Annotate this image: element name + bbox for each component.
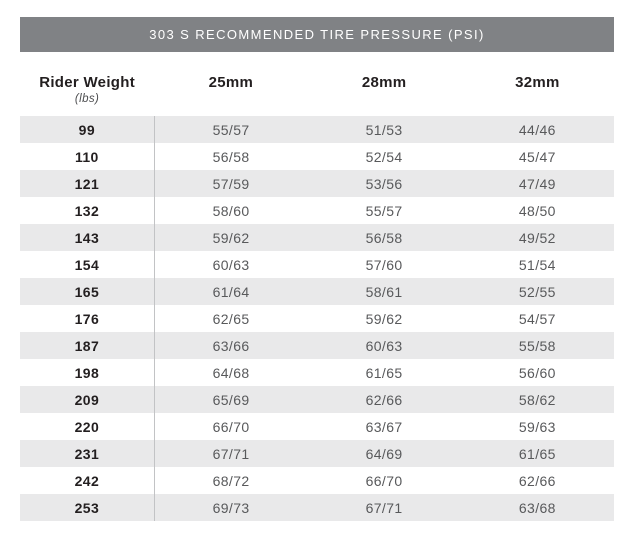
rider-weight-cell: 198 [20, 359, 155, 386]
pressure-cell: 51/53 [365, 121, 403, 138]
table-row: 110 56/58 52/54 45/47 [20, 143, 614, 170]
pressure-cell: 52/54 [365, 148, 403, 165]
table-row: 165 61/64 58/61 52/55 [20, 278, 614, 305]
table-row: 143 59/62 56/58 49/52 [20, 224, 614, 251]
pressure-cell: 67/71 [365, 499, 403, 516]
table-row: 99 55/57 51/53 44/46 [20, 116, 614, 143]
pressure-cell: 64/68 [212, 364, 250, 381]
pressure-cell: 55/57 [365, 202, 403, 219]
pressure-cell: 59/62 [212, 229, 250, 246]
pressure-cell: 69/73 [212, 499, 250, 516]
table-body: 99 55/57 51/53 44/46 110 56/58 52/54 45/47 121 57… [20, 116, 614, 521]
table-row: 231 67/71 64/69 61/65 [20, 440, 614, 467]
pressure-cell: 66/70 [365, 472, 403, 489]
rider-weight-unit: (lbs) [74, 93, 100, 105]
table-row: 253 69/73 67/71 63/68 [20, 494, 614, 521]
pressure-cell: 52/55 [518, 283, 556, 300]
rider-weight-cell: 99 [20, 116, 155, 143]
pressure-cell: 58/62 [518, 391, 556, 408]
header-row: Rider Weight (lbs) 25mm 28mm 32mm [20, 68, 614, 116]
pressure-cell: 60/63 [365, 337, 403, 354]
pressure-cell: 56/58 [212, 148, 250, 165]
rider-weight-header: Rider Weight (lbs) [20, 68, 154, 116]
pressure-cell: 62/66 [365, 391, 403, 408]
pressure-cell: 57/60 [365, 256, 403, 273]
pressure-cell: 54/57 [518, 310, 556, 327]
pressure-cell: 63/67 [365, 418, 403, 435]
pressure-cell: 58/61 [365, 283, 403, 300]
column-header-32mm: 32mm [515, 74, 560, 91]
pressure-cell: 61/65 [518, 445, 556, 462]
pressure-cell: 58/60 [212, 202, 250, 219]
rider-weight-cell: 253 [20, 494, 155, 521]
table-row: 121 57/59 53/56 47/49 [20, 170, 614, 197]
column-header-28mm: 28mm [361, 74, 407, 91]
table-row: 132 58/60 55/57 48/50 [20, 197, 614, 224]
rider-weight-cell: 220 [20, 413, 155, 440]
table-row: 154 60/63 57/60 51/54 [20, 251, 614, 278]
rider-weight-cell: 121 [20, 170, 155, 197]
pressure-cell: 61/64 [212, 283, 250, 300]
rider-weight-cell: 242 [20, 467, 155, 494]
table-row: 176 62/65 59/62 54/57 [20, 305, 614, 332]
rider-weight-cell: 231 [20, 440, 155, 467]
table-row: 209 65/69 62/66 58/62 [20, 386, 614, 413]
rider-weight-cell: 165 [20, 278, 155, 305]
pressure-cell: 49/52 [518, 229, 556, 246]
table-title-bar: 303 S RECOMMENDED TIRE PRESSURE (PSI) [20, 17, 614, 52]
pressure-cell: 48/50 [518, 202, 556, 219]
rider-weight-cell: 143 [20, 224, 155, 251]
rider-weight-cell: 154 [20, 251, 155, 278]
pressure-cell: 67/71 [212, 445, 250, 462]
table-row: 242 68/72 66/70 62/66 [20, 467, 614, 494]
pressure-cell: 56/60 [518, 364, 556, 381]
pressure-cell: 63/68 [518, 499, 556, 516]
rider-weight-cell: 132 [20, 197, 155, 224]
pressure-cell: 55/57 [212, 121, 250, 138]
rider-weight-label: Rider Weight [39, 74, 136, 91]
pressure-cell: 61/65 [365, 364, 403, 381]
tire-pressure-table: Rider Weight (lbs) 25mm 28mm 32mm 99 55/5… [20, 68, 614, 521]
pressure-cell: 62/65 [212, 310, 250, 327]
pressure-cell: 56/58 [365, 229, 403, 246]
pressure-cell: 55/58 [518, 337, 556, 354]
table-header: Rider Weight (lbs) 25mm 28mm 32mm [20, 68, 614, 116]
pressure-cell: 60/63 [212, 256, 250, 273]
pressure-cell: 51/54 [518, 256, 556, 273]
table-title: 303 S RECOMMENDED TIRE PRESSURE (PSI) [149, 27, 485, 42]
pressure-cell: 64/69 [365, 445, 403, 462]
rider-weight-cell: 209 [20, 386, 155, 413]
rider-weight-cell: 176 [20, 305, 155, 332]
pressure-cell: 59/63 [518, 418, 556, 435]
table-row: 220 66/70 63/67 59/63 [20, 413, 614, 440]
pressure-cell: 63/66 [212, 337, 250, 354]
table-row: 198 64/68 61/65 56/60 [20, 359, 614, 386]
pressure-cell: 65/69 [212, 391, 250, 408]
rider-weight-cell: 110 [20, 143, 155, 170]
pressure-cell: 47/49 [518, 175, 556, 192]
column-header-25mm: 25mm [208, 74, 254, 91]
pressure-cell: 62/66 [518, 472, 556, 489]
pressure-cell: 44/46 [518, 121, 556, 138]
rider-weight-cell: 187 [20, 332, 155, 359]
pressure-cell: 59/62 [365, 310, 403, 327]
pressure-cell: 68/72 [212, 472, 250, 489]
pressure-cell: 66/70 [212, 418, 250, 435]
table-row: 187 63/66 60/63 55/58 [20, 332, 614, 359]
pressure-cell: 45/47 [518, 148, 556, 165]
pressure-cell: 53/56 [365, 175, 403, 192]
pressure-cell: 57/59 [212, 175, 250, 192]
